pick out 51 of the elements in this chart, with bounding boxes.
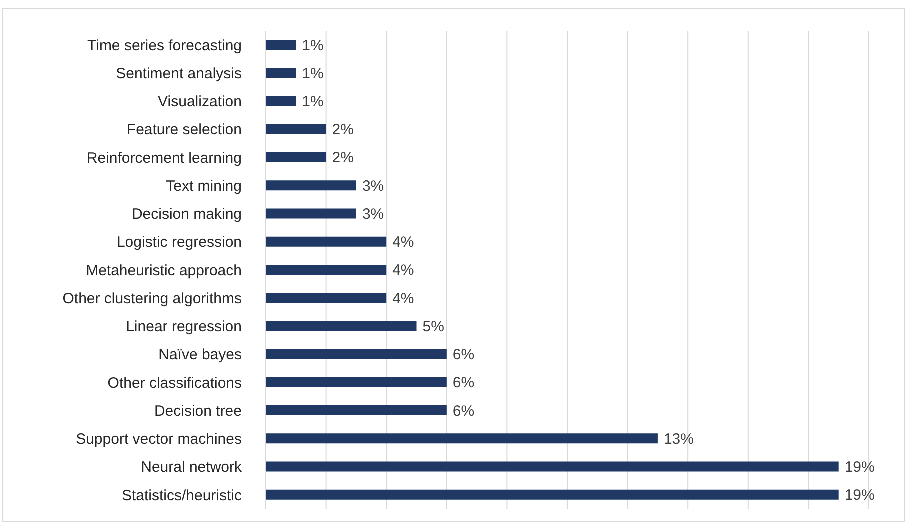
data-label: 2% (332, 150, 354, 167)
y-tick-label: Neural network (141, 459, 242, 476)
y-tick-label: Text mining (166, 178, 242, 195)
data-label: 4% (392, 290, 414, 308)
bar (266, 406, 447, 416)
data-label: 1% (302, 37, 324, 54)
data-label: 13% (664, 430, 694, 448)
data-label: 3% (362, 178, 384, 195)
bar (266, 490, 839, 500)
data-label: 1% (302, 65, 324, 82)
y-tick-label: Support vector machines (76, 431, 242, 448)
bar (266, 293, 387, 304)
data-label: 4% (392, 262, 414, 280)
data-label: 5% (422, 318, 444, 336)
bar (266, 180, 356, 191)
y-tick-label: Logistic regression (116, 234, 242, 252)
bar (266, 377, 447, 388)
bar (266, 264, 387, 275)
bar (266, 40, 296, 50)
bar (266, 434, 658, 444)
y-tick-label: Sentiment analysis (116, 66, 242, 82)
data-label: 3% (362, 206, 384, 223)
data-label: 6% (452, 402, 475, 420)
bar (266, 68, 296, 78)
bar (266, 321, 417, 332)
bar (266, 96, 296, 106)
data-label: 2% (332, 122, 354, 139)
bar (266, 152, 326, 162)
y-tick-label: Visualization (158, 94, 242, 111)
data-label: 6% (452, 346, 475, 364)
data-label: 4% (392, 234, 414, 252)
y-tick-label: Metaheuristic approach (86, 262, 242, 280)
bar (266, 124, 326, 134)
data-label: 19% (844, 487, 875, 504)
y-tick-label: Decision making (132, 206, 242, 224)
y-tick-label: Decision tree (154, 402, 242, 420)
bar (266, 236, 387, 247)
y-tick-label: Other clustering algorithms (62, 290, 242, 308)
y-tick-label: Statistics/heuristic (122, 487, 242, 504)
bar (266, 462, 839, 472)
y-tick-label: Other classifications (108, 374, 242, 392)
y-tick-label: Naïve bayes (158, 346, 242, 364)
bar (266, 208, 356, 219)
data-label: 6% (452, 374, 475, 392)
data-label: 1% (302, 93, 324, 110)
data-label: 19% (844, 459, 875, 476)
y-tick-label: Linear regression (126, 318, 242, 336)
y-tick-label: Feature selection (126, 122, 242, 139)
y-tick-label: Time series forecasting (88, 37, 242, 54)
bar (266, 349, 447, 360)
y-tick-label: Reinforcement learning (86, 150, 242, 167)
